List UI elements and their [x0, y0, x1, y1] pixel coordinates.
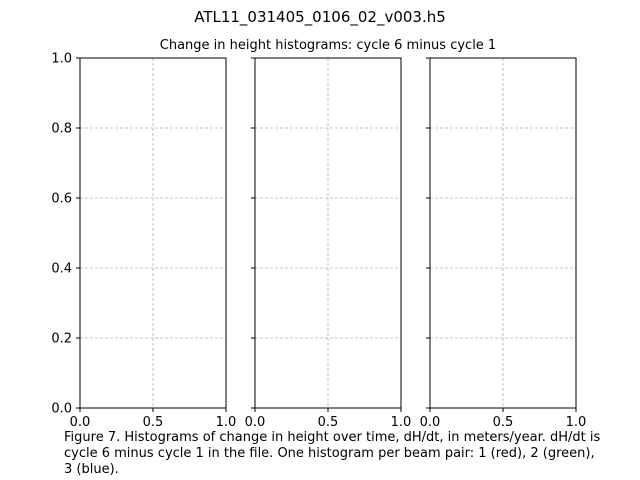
histogram-figure: ATL11_031405_0106_02_v003.h5 Change in h… [51, 8, 586, 431]
histogram-panel-3: 0.0 0.5 1.0 [420, 57, 587, 430]
x-tick-label: 1.0 [566, 415, 587, 430]
histogram-panel-1: 0.0 0.5 1.0 0.0 0.2 0.4 0.6 0.8 1.0 [51, 52, 236, 431]
x-tick-label: 0.0 [70, 415, 91, 430]
x-tick-label: 1.0 [391, 415, 412, 430]
x-tick-label: 1.0 [216, 415, 237, 430]
figure-title: ATL11_031405_0106_02_v003.h5 [194, 8, 446, 27]
x-tick-label: 0.5 [493, 415, 514, 430]
figure-caption: Figure 7. Histograms of change in height… [64, 430, 601, 477]
x-tick-label: 0.5 [143, 415, 164, 430]
y-tick-label: 1.0 [51, 52, 72, 67]
y-tick-label: 0.8 [51, 122, 72, 137]
histogram-panel-2: 0.0 0.5 1.0 [245, 57, 412, 430]
y-tick-label: 0.6 [51, 192, 72, 207]
x-tick-label: 0.0 [420, 415, 441, 430]
y-tick-label: 0.4 [51, 262, 72, 277]
histogram-panels: 0.0 0.5 1.00.00.20.40.60.81.00.0 0.5 1.0 0.0 0… [51, 52, 586, 431]
x-tick-label: 0.5 [318, 415, 339, 430]
y-tick-label: 0.0 [51, 402, 72, 417]
y-tick-label: 0.2 [51, 332, 72, 347]
x-tick-label: 0.0 [245, 415, 266, 430]
chart-title: Change in height histograms: cycle 6 min… [160, 38, 496, 53]
